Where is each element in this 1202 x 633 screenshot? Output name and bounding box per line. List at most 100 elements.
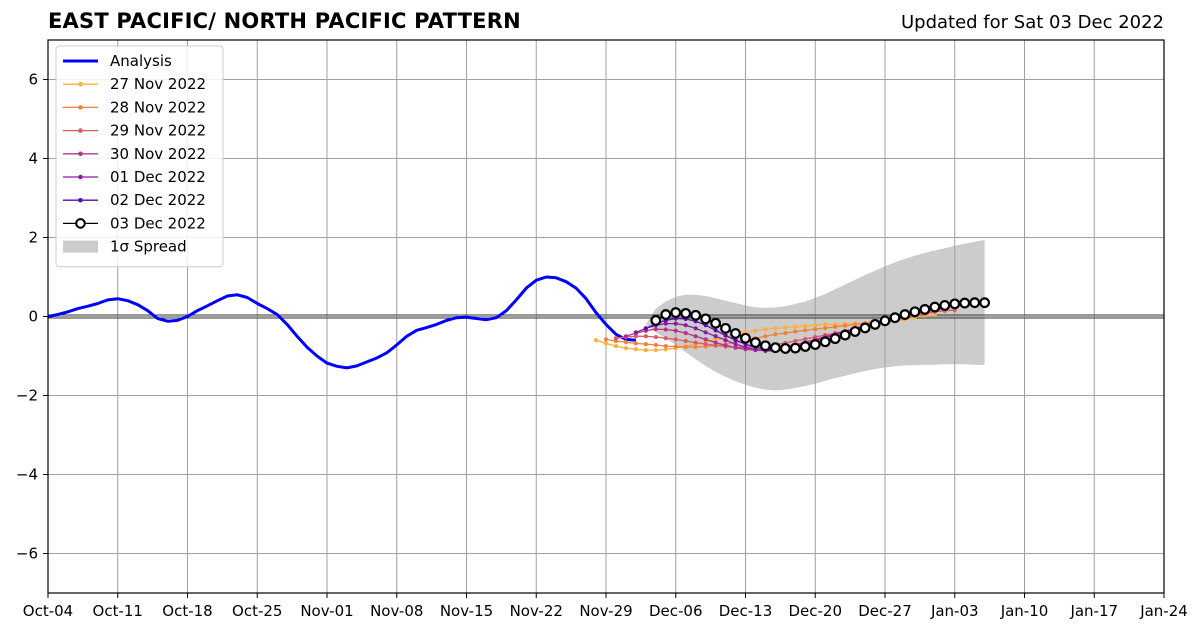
series-point [733, 338, 738, 343]
series-point [670, 307, 682, 318]
series-point [690, 309, 702, 321]
series-point [720, 322, 731, 334]
series-point [803, 328, 808, 333]
x-tick-label: Dec-27 [858, 602, 912, 620]
series-point [979, 297, 991, 309]
series-point [733, 345, 738, 350]
series-point [939, 300, 951, 311]
x-tick-label: Oct-11 [93, 602, 143, 620]
series-point [683, 338, 688, 344]
series-point [919, 303, 931, 315]
series-point [823, 322, 828, 327]
series-point [813, 327, 818, 332]
legend-marker [75, 218, 86, 229]
series-point [889, 312, 901, 324]
series-point [710, 317, 722, 329]
series-point [763, 334, 768, 339]
series-point [959, 297, 971, 309]
x-tick-label: Jan-10 [1000, 602, 1049, 620]
series-point [673, 321, 678, 326]
series-point [603, 341, 609, 346]
series-point [823, 325, 828, 331]
legend-marker [78, 197, 83, 203]
series-point [809, 339, 821, 350]
legend-marker [78, 81, 83, 87]
series-point [773, 326, 778, 331]
y-tick-label: −2 [16, 387, 38, 405]
x-tick-label: Oct-25 [232, 602, 282, 620]
series-point [819, 336, 831, 348]
series-point [753, 328, 758, 333]
x-tick-label: Oct-04 [23, 602, 73, 620]
series-point [643, 334, 648, 339]
series-point [829, 333, 841, 345]
series-point [653, 342, 658, 348]
series-point [733, 342, 738, 347]
series-point [793, 338, 798, 344]
series-point [789, 342, 801, 354]
series-point [929, 301, 941, 313]
series-point [693, 326, 698, 331]
series-point [899, 309, 911, 320]
plot-frame [47, 39, 1165, 594]
series-point [769, 342, 781, 354]
series-point [813, 323, 818, 328]
series-point [683, 330, 688, 336]
x-tick-label: Oct-18 [162, 602, 212, 620]
series-point [700, 313, 712, 325]
x-tick-label: Dec-06 [649, 602, 703, 620]
series-point [833, 324, 838, 329]
series-point [693, 334, 698, 339]
legend-marker [78, 151, 83, 157]
x-tick-label: Nov-29 [579, 602, 632, 620]
series-point [693, 340, 698, 345]
series-point [713, 334, 718, 339]
series-point [853, 322, 858, 327]
legend-label: 27 Nov 2022 [110, 75, 206, 93]
series-point [879, 315, 891, 327]
series-point [740, 332, 751, 344]
axes-layer: Oct-04 Oct-11 Oct-18 Oct-25 Nov-01 Nov-08 Nov-… [16, 39, 1188, 620]
series-point [703, 330, 708, 335]
series-point [643, 342, 648, 347]
series-point [613, 336, 619, 341]
y-tick-label: 2 [28, 229, 38, 247]
x-tick-label: Dec-13 [719, 602, 773, 620]
series-point [793, 329, 798, 334]
y-tick-label: 0 [28, 308, 38, 326]
series-point [713, 340, 718, 345]
legend-label: 28 Nov 2022 [110, 98, 206, 116]
series-point [859, 322, 871, 334]
updated-date: Updated for Sat 03 Dec 2022 [900, 12, 1164, 33]
series-point [723, 338, 728, 343]
series-point [969, 297, 981, 309]
series-point [760, 340, 771, 352]
series-point [673, 337, 678, 342]
series-point [633, 341, 638, 346]
series-point [783, 325, 788, 330]
legend-label: 1σ Spread [110, 238, 187, 256]
series-point [603, 337, 609, 342]
legend-label: Analysis [110, 52, 172, 70]
series-point [909, 306, 921, 318]
series-point [633, 347, 638, 352]
series-point [750, 337, 761, 348]
series-point [683, 323, 688, 328]
series-point [773, 332, 778, 337]
y-tick-label: 6 [28, 71, 38, 89]
series-point [643, 326, 648, 331]
series-point [849, 326, 861, 337]
series-point [703, 342, 708, 347]
series-point [703, 337, 708, 342]
legend-marker [78, 174, 83, 180]
series-point [660, 309, 672, 320]
series-point [673, 344, 678, 349]
series-point [623, 334, 629, 339]
series-point [673, 328, 678, 333]
series-point [730, 328, 741, 339]
series-point [593, 338, 599, 343]
x-tick-label: Jan-17 [1069, 602, 1118, 620]
legend-label: 02 Dec 2022 [110, 191, 206, 209]
series-point [793, 324, 798, 329]
